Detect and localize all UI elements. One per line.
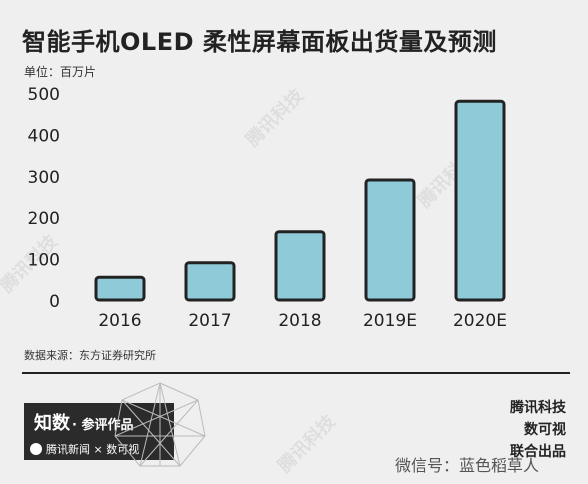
unit-label: 单位：百万片 [24, 65, 97, 79]
x-tick-label: 2018 [278, 311, 321, 331]
y-tick-label: 400 [28, 126, 60, 146]
source-note: 数据来源：东方证券研究所 [24, 349, 156, 362]
y-tick-label: 200 [28, 209, 60, 229]
credits: 腾讯科技 数可视 联合出品 [510, 397, 566, 463]
x-axis: 2016 2017 2018 2019E 2020E [98, 311, 507, 331]
bar-2016 [94, 275, 146, 302]
brand-partners: 腾讯新闻 × 数可视 [24, 438, 174, 460]
x-tick-label: 2016 [98, 311, 141, 331]
x-tick-label: 2017 [188, 311, 231, 331]
brand-title: 知数 [34, 413, 70, 434]
y-tick-label: 300 [28, 168, 60, 188]
bar-2020e [454, 99, 506, 302]
x-tick-label: 2020E [453, 311, 507, 331]
chart-title: 智能手机OLED 柔性屏幕面板出货量及预测 [22, 28, 497, 56]
credit-line: 数可视 [524, 422, 566, 438]
y-axis: 0 100 200 300 400 500 [28, 85, 60, 312]
divider [22, 372, 570, 374]
y-tick-label: 100 [28, 251, 60, 271]
credit-line: 腾讯科技 [510, 400, 566, 416]
y-tick-label: 500 [28, 85, 60, 105]
wechat-watermark: 微信号：蓝色稻草人 [395, 456, 540, 475]
bar-2017 [184, 261, 236, 302]
tencent-news-logo-icon [30, 443, 42, 455]
bar-2018 [274, 230, 326, 302]
credit-line: 联合出品 [510, 444, 566, 460]
x-tick-label: 2019E [363, 311, 417, 331]
y-tick-label: 0 [49, 292, 60, 312]
bar-2019e [364, 178, 416, 302]
polyhedron-graphic-icon [114, 382, 206, 467]
bars [94, 99, 506, 302]
brand-partners-label: 腾讯新闻 × 数可视 [46, 443, 140, 456]
